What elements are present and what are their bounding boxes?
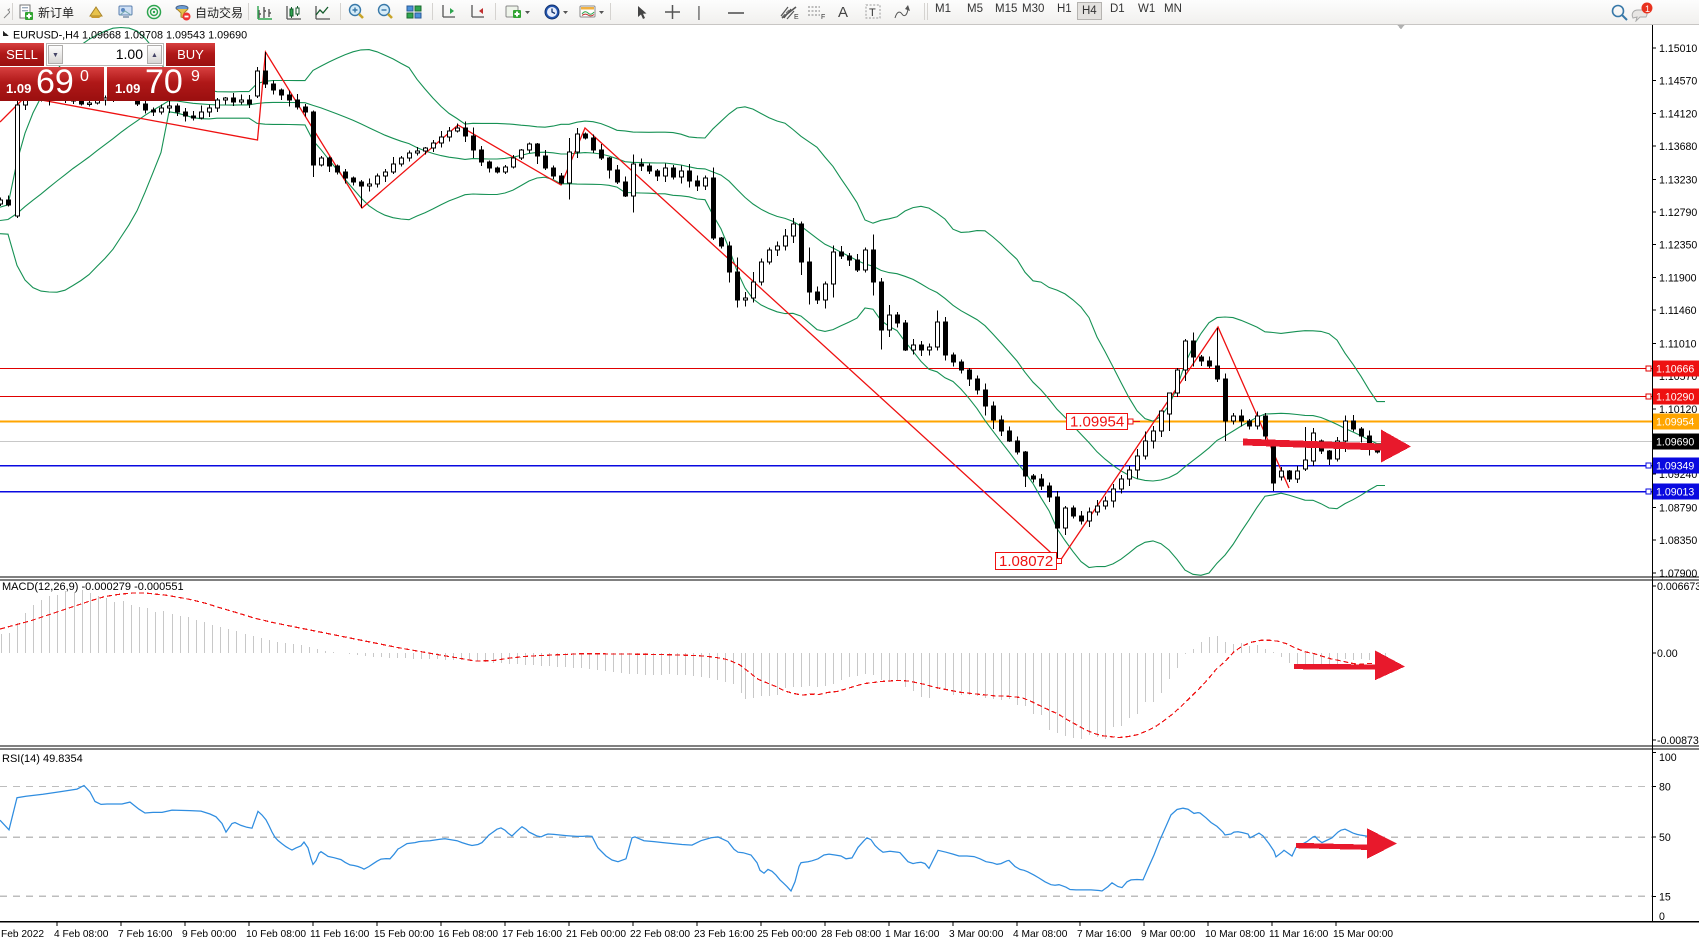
svg-text:1.13680: 1.13680	[1659, 141, 1697, 153]
svg-text:1.08790: 1.08790	[1659, 502, 1697, 514]
svg-text:3 Mar 00:00: 3 Mar 00:00	[949, 929, 1004, 940]
svg-text:25 Feb 00:00: 25 Feb 00:00	[757, 929, 817, 940]
svg-text:1.14120: 1.14120	[1659, 109, 1697, 121]
svg-text:15 Mar 00:00: 15 Mar 00:00	[1333, 929, 1393, 940]
svg-text:9 Mar 00:00: 9 Mar 00:00	[1141, 929, 1196, 940]
svg-text:1.11900: 1.11900	[1659, 273, 1697, 285]
svg-text:100: 100	[1659, 752, 1677, 764]
svg-text:0.006673: 0.006673	[1657, 581, 1699, 593]
svg-text:1.11460: 1.11460	[1659, 305, 1697, 317]
svg-text:50: 50	[1659, 832, 1671, 844]
svg-text:11 Feb 16:00: 11 Feb 16:00	[310, 929, 370, 940]
svg-text:1.08350: 1.08350	[1659, 535, 1697, 547]
svg-text:1.13230: 1.13230	[1659, 174, 1697, 186]
svg-text:F: F	[821, 14, 825, 21]
svg-text:11 Mar 16:00: 11 Mar 16:00	[1269, 929, 1329, 940]
svg-text:E: E	[794, 14, 799, 21]
svg-text:1.10666: 1.10666	[1656, 364, 1694, 376]
svg-text:9 Feb 00:00: 9 Feb 00:00	[182, 929, 237, 940]
svg-text:4 Feb 08:00: 4 Feb 08:00	[54, 929, 109, 940]
svg-text:MACD(12,26,9) -0.000279 -0.000: MACD(12,26,9) -0.000279 -0.000551	[2, 581, 184, 593]
svg-text:1.10120: 1.10120	[1659, 404, 1697, 416]
svg-text:80: 80	[1659, 781, 1671, 793]
svg-text:1.12350: 1.12350	[1659, 239, 1697, 251]
svg-text:1.09954: 1.09954	[1656, 417, 1694, 429]
svg-text:1.08072: 1.08072	[999, 553, 1053, 570]
svg-text:28 Feb 08:00: 28 Feb 08:00	[821, 929, 881, 940]
svg-text:T: T	[869, 7, 876, 19]
svg-text:10 Feb 08:00: 10 Feb 08:00	[246, 929, 306, 940]
svg-text:1: 1	[1645, 4, 1650, 14]
svg-text:15: 15	[1659, 891, 1671, 903]
svg-text:1.14570: 1.14570	[1659, 76, 1697, 88]
svg-text:1.09690: 1.09690	[1656, 437, 1694, 449]
svg-text:7 Mar 16:00: 7 Mar 16:00	[1077, 929, 1132, 940]
svg-text:1.07900: 1.07900	[1659, 568, 1697, 580]
svg-text:10 Mar 08:00: 10 Mar 08:00	[1205, 929, 1265, 940]
svg-text:1.15010: 1.15010	[1659, 43, 1697, 55]
svg-text:16 Feb 08:00: 16 Feb 08:00	[438, 929, 498, 940]
svg-text:RSI(14) 49.8354: RSI(14) 49.8354	[2, 753, 83, 765]
svg-text:23 Feb 16:00: 23 Feb 16:00	[694, 929, 754, 940]
svg-text:22 Feb 08:00: 22 Feb 08:00	[630, 929, 690, 940]
svg-text:1.11010: 1.11010	[1659, 338, 1697, 350]
svg-text:1.10290: 1.10290	[1656, 392, 1694, 404]
svg-text:0.00: 0.00	[1657, 648, 1678, 660]
svg-text:15 Feb 00:00: 15 Feb 00:00	[374, 929, 434, 940]
svg-text:EURUSD-,H4 1.09668 1.09708 1.: EURUSD-,H4 1.09668 1.09708 1.09543 1.096…	[13, 30, 247, 42]
svg-text:Feb 2022: Feb 2022	[1, 929, 44, 940]
svg-text:1.09013: 1.09013	[1656, 487, 1694, 499]
svg-text:1 Mar 16:00: 1 Mar 16:00	[885, 929, 940, 940]
svg-text:17 Feb 16:00: 17 Feb 16:00	[502, 929, 562, 940]
svg-text:0: 0	[1659, 911, 1665, 923]
svg-text:4 Mar 08:00: 4 Mar 08:00	[1013, 929, 1068, 940]
svg-text:1.09954: 1.09954	[1070, 414, 1124, 431]
svg-text:7 Feb 16:00: 7 Feb 16:00	[118, 929, 173, 940]
svg-text:21 Feb 00:00: 21 Feb 00:00	[566, 929, 626, 940]
svg-text:1.12790: 1.12790	[1659, 207, 1697, 219]
svg-text:1.09349: 1.09349	[1656, 461, 1694, 473]
